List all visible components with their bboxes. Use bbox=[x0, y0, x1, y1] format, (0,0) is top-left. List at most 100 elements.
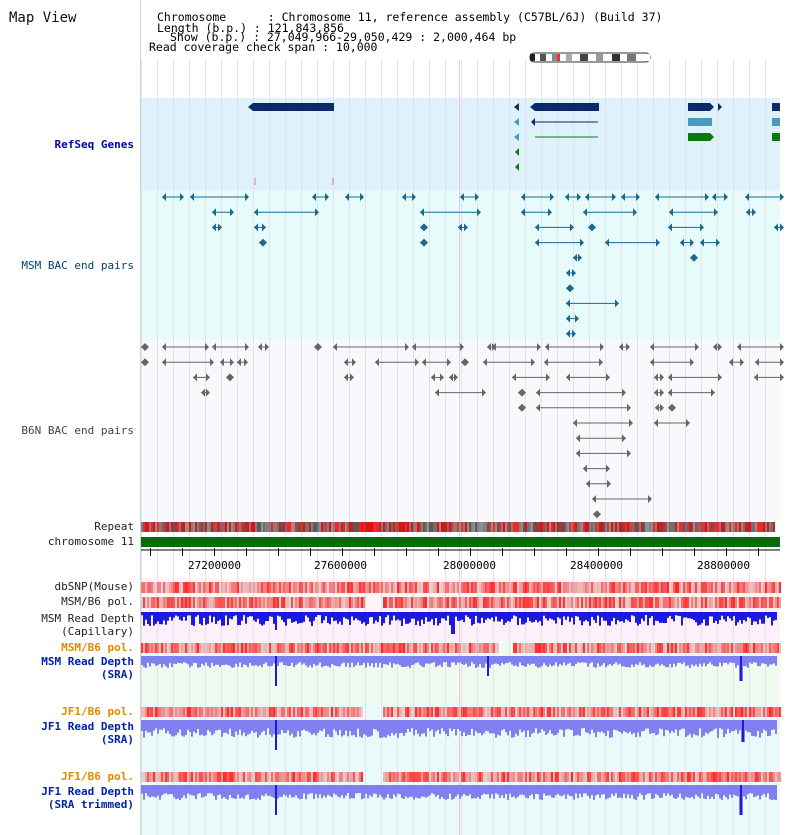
b6n-bac-pair-end bbox=[718, 373, 722, 382]
jf1-trimmed-depth-bar bbox=[253, 785, 255, 799]
msm-b6-pol-cell bbox=[187, 597, 189, 608]
jf1-sra-depth-bar bbox=[635, 720, 637, 738]
jf1-trimmed-depth-bar bbox=[643, 785, 645, 800]
track-label-msm-b6-pol-2[interactable]: MSM/B6 pol. bbox=[61, 641, 134, 654]
track-label-jf1-depth-sra[interactable]: JF1 Read Depth bbox=[41, 720, 134, 733]
msm-capillary-depth-bar bbox=[345, 612, 347, 619]
track-label-msm-depth-capillary[interactable]: MSM Read Depth bbox=[41, 612, 134, 625]
repeat-element bbox=[591, 522, 593, 532]
dbsnp-cell bbox=[207, 582, 209, 593]
jf1-b6-pol-cell bbox=[711, 707, 713, 717]
jf1-b6-pol-cell bbox=[617, 772, 619, 782]
jf1-b6-pol-cell bbox=[703, 707, 705, 717]
track-label-msm-b6-pol[interactable]: MSM/B6 pol. bbox=[61, 595, 134, 608]
jf1-b6-pol-cell bbox=[727, 772, 729, 782]
msm-capillary-depth-bar bbox=[587, 612, 589, 622]
msm-capillary-depth-bar bbox=[485, 612, 487, 620]
msm-sra-depth-bar bbox=[729, 656, 731, 663]
track-label-repeat[interactable]: Repeat bbox=[94, 520, 134, 533]
jf1-b6-pol-cell bbox=[479, 707, 481, 717]
track-label-msm-bac[interactable]: MSM BAC end pairs bbox=[21, 259, 134, 272]
dbsnp-cell bbox=[597, 582, 599, 593]
dbsnp-cell bbox=[753, 582, 755, 593]
msm-capillary-depth-bar bbox=[757, 612, 759, 625]
dbsnp-cell bbox=[291, 582, 293, 593]
jf1-trimmed-depth-bar bbox=[149, 785, 151, 798]
jf1-b6-pol-cell bbox=[415, 707, 417, 717]
dbsnp-cell bbox=[431, 582, 433, 593]
jf1-sra-depth-bar bbox=[589, 720, 591, 735]
msm-b6-pol-cell bbox=[769, 597, 771, 608]
jf1-trimmed-depth-bar bbox=[745, 785, 747, 800]
jf1-b6-pol-cell bbox=[485, 772, 487, 782]
jf1-b6-pol-cell bbox=[345, 772, 347, 782]
dbsnp-cell bbox=[487, 582, 489, 593]
msm-bac-pair-end bbox=[535, 238, 539, 247]
msm-sra-depth-bar bbox=[251, 656, 253, 666]
repeat-element bbox=[467, 522, 469, 532]
jf1-sra-depth-bar bbox=[533, 720, 535, 733]
repeat-element bbox=[343, 522, 345, 532]
msm-sra-depth-bar bbox=[735, 656, 737, 668]
msm-b6-pol-cell bbox=[751, 643, 753, 653]
track-label-b6n-bac[interactable]: B6N BAC end pairs bbox=[21, 424, 134, 437]
msm-b6-pol-cell bbox=[343, 643, 345, 653]
msm-sra-depth-bar bbox=[367, 656, 369, 663]
jf1-b6-pol-cell bbox=[517, 772, 519, 782]
msm-capillary-depth-bar bbox=[565, 612, 567, 620]
msm-b6-pol-cell bbox=[341, 643, 343, 653]
msm-capillary-depth-bar bbox=[189, 612, 191, 616]
msm-sra-depth-bar bbox=[253, 656, 255, 666]
msm-bac-pair-end bbox=[570, 223, 574, 232]
track-label-refseq[interactable]: RefSeq Genes bbox=[54, 138, 134, 151]
dbsnp-cell bbox=[519, 582, 521, 593]
dbsnp-cell bbox=[473, 582, 475, 593]
repeat-element bbox=[517, 522, 519, 532]
dbsnp-cell bbox=[415, 582, 417, 593]
repeat-element bbox=[275, 522, 277, 532]
msm-b6-pol-cell bbox=[711, 597, 713, 608]
jf1-b6-pol-cell bbox=[225, 772, 227, 782]
msm-b6-pol-cell bbox=[351, 597, 353, 608]
msm-b6-pol-cell bbox=[617, 597, 619, 608]
jf1-b6-pol-cell bbox=[289, 707, 291, 717]
track-label-jf1-depth-trimmed[interactable]: JF1 Read Depth bbox=[41, 785, 134, 798]
msm-capillary-depth-bar bbox=[447, 612, 449, 616]
jf1-b6-pol-cell bbox=[537, 707, 539, 717]
jf1-b6-pol-cell bbox=[699, 707, 701, 717]
track-label-dbsnp[interactable]: dbSNP(Mouse) bbox=[54, 580, 134, 593]
repeat-element bbox=[711, 522, 713, 532]
jf1-sra-depth-bar bbox=[395, 720, 397, 734]
dbsnp-cell bbox=[515, 582, 517, 593]
jf1-b6-pol-cell bbox=[707, 772, 709, 782]
track-label-chromosome[interactable]: chromosome 11 bbox=[47, 535, 134, 548]
gene-strand-arrow bbox=[710, 103, 714, 111]
msm-b6-pol-cell bbox=[525, 643, 527, 653]
jf1-b6-pol-cell bbox=[627, 707, 629, 717]
b6n-bac-pair-end bbox=[629, 419, 633, 427]
track-label-jf1-b6-pol[interactable]: JF1/B6 pol. bbox=[61, 705, 134, 718]
repeat-element bbox=[185, 522, 187, 532]
repeat-element bbox=[291, 522, 293, 532]
jf1-b6-pol-cell bbox=[409, 707, 411, 717]
jf1-b6-pol-cell bbox=[665, 707, 667, 717]
msm-b6-pol-cell bbox=[403, 597, 405, 608]
jf1-b6-pol-cell bbox=[623, 707, 625, 717]
jf1-trimmed-depth-bar bbox=[171, 785, 173, 795]
msm-capillary-depth-bar bbox=[693, 612, 695, 621]
track-label-jf1-b6-pol-2[interactable]: JF1/B6 pol. bbox=[61, 770, 134, 783]
msm-capillary-depth-bar bbox=[603, 612, 605, 621]
jf1-trimmed-depth-bar bbox=[749, 785, 751, 794]
jf1-b6-pol-cell bbox=[335, 772, 337, 782]
msm-b6-pol-cell bbox=[739, 597, 741, 608]
msm-b6-pol-cell bbox=[449, 643, 451, 653]
msm-b6-pol-cell bbox=[651, 597, 653, 608]
jf1-sra-depth-bar bbox=[651, 720, 653, 734]
b6n-bac-pair-end bbox=[244, 358, 248, 367]
dbsnp-cell bbox=[525, 582, 527, 593]
b6n-bac-pair-end bbox=[754, 373, 758, 382]
repeat-element bbox=[391, 522, 393, 532]
repeat-element bbox=[691, 522, 693, 532]
track-label-msm-depth-sra[interactable]: MSM Read Depth bbox=[41, 655, 134, 668]
dbsnp-cell bbox=[475, 582, 477, 593]
